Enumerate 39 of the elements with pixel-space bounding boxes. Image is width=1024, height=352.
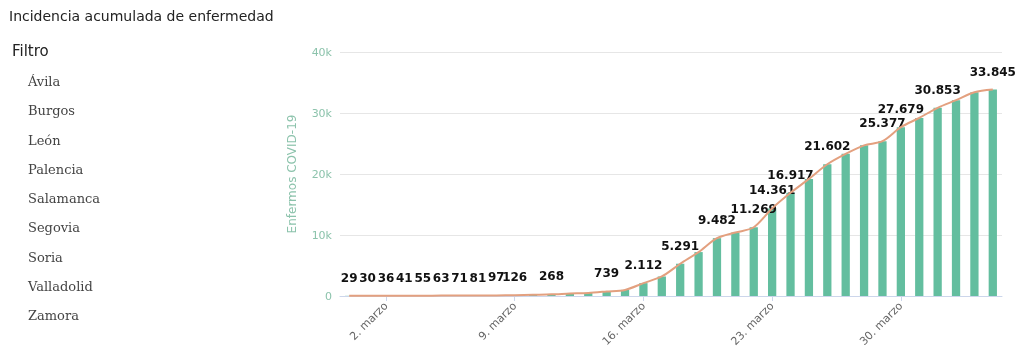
text: Ávila [27, 73, 62, 91]
data-label: 30.853 [914, 82, 961, 97]
data-label: 25.377 [859, 116, 906, 131]
text: Filtro [12, 42, 50, 60]
data-label: 9.482 [697, 213, 736, 228]
text: Valladolid [27, 278, 94, 297]
y-tick-label: 30k [311, 106, 333, 120]
data-label: 5.291 [661, 238, 700, 253]
data-label: 27.679 [877, 102, 925, 117]
data-label: 81 [469, 270, 487, 285]
data-label: 16.917 [767, 167, 814, 182]
data-label: 268 [538, 269, 564, 284]
data-label: 21.602 [804, 139, 851, 154]
y-tick-label: 10k [311, 228, 333, 242]
data-label: 41 [396, 270, 413, 285]
text: Burgos [27, 102, 76, 121]
text: Incidencia acumulada de enfermedad [9, 8, 274, 24]
data-label: 739 [594, 266, 620, 281]
text: Salamanca [27, 190, 101, 209]
data-label: 97 [487, 270, 505, 285]
data-label: 36 [377, 270, 395, 285]
text: Zamora [27, 307, 80, 326]
text: Segovia [27, 219, 81, 238]
y-tick-label: 40k [311, 45, 333, 59]
y-tick-label: 20k [311, 167, 333, 181]
data-label: 126 [502, 270, 528, 285]
data-label: 63 [432, 270, 450, 285]
data-label: 14.361 [748, 183, 796, 198]
data-label: 2.112 [624, 258, 663, 273]
y-axis-title: Enfermos COVID-19 [285, 114, 299, 234]
data-label: 29 [340, 270, 358, 285]
data-label: 55 [414, 270, 432, 285]
data-label: 33.845 [969, 64, 1016, 79]
y-tick-label: 0 [325, 289, 332, 303]
text: León [27, 131, 62, 150]
data-label: 71 [451, 270, 468, 285]
text: Palencia [27, 160, 85, 179]
data-label: 30 [359, 270, 376, 285]
text: Soria [27, 248, 64, 267]
